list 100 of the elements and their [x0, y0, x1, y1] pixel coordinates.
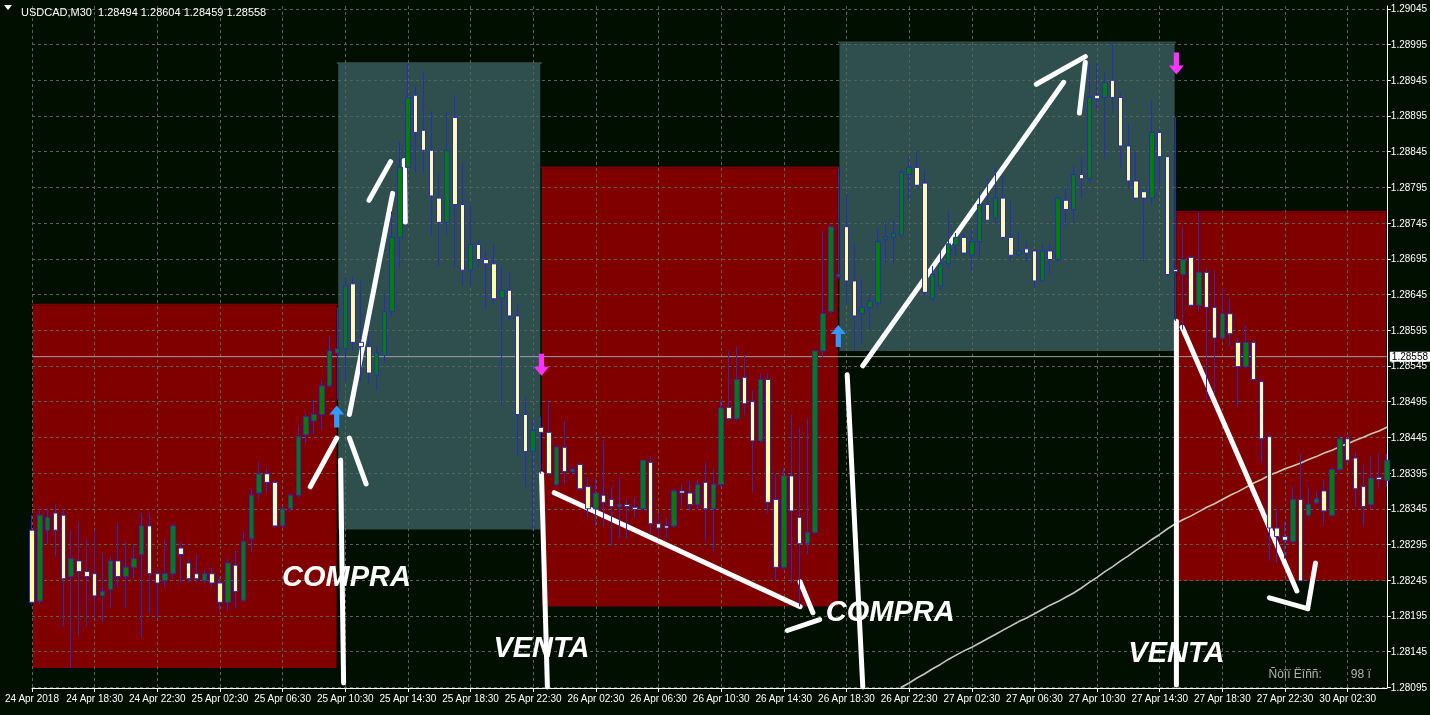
- annotation: 98 ï: [1350, 667, 1372, 682]
- y-tick-label: 1.28995: [1390, 39, 1428, 51]
- candlestick: [546, 401, 552, 477]
- x-tick-label: 27 Apr 18:30: [1194, 692, 1252, 704]
- candlestick: [382, 294, 387, 363]
- x-tick-label: 27 Apr 02:30: [943, 692, 1001, 704]
- y-tick-label: 1.28795: [1390, 181, 1428, 193]
- candlestick: [867, 294, 873, 330]
- x-tick-label: 27 Apr 14:30: [1131, 692, 1189, 704]
- candlestick: [844, 193, 849, 304]
- candlestick: [84, 538, 90, 628]
- candlestick: [750, 389, 755, 494]
- candlestick: [969, 228, 975, 271]
- candlestick: [570, 466, 575, 477]
- y-tick-label: 1.28945: [1390, 74, 1428, 86]
- candlestick: [483, 250, 489, 311]
- candlestick: [249, 488, 254, 553]
- candlestick: [1133, 151, 1139, 201]
- candlestick: [812, 350, 818, 535]
- candlestick: [938, 250, 943, 291]
- candlestick: [1165, 154, 1170, 278]
- candlestick: [1055, 195, 1061, 263]
- candlestick: [264, 466, 270, 494]
- candlestick: [1094, 62, 1100, 112]
- y-tick-label: 1.28145: [1390, 646, 1428, 658]
- candlestick: [225, 558, 231, 612]
- x-tick-label: 26 Apr 18:30: [818, 692, 876, 704]
- candlestick: [358, 280, 364, 383]
- candlestick: [687, 479, 693, 512]
- candlestick: [507, 271, 512, 322]
- y-tick-label: 1.28345: [1390, 503, 1428, 515]
- candlestick: [695, 479, 700, 510]
- candlestick: [1298, 453, 1303, 582]
- candlestick: [820, 230, 826, 359]
- candlestick: [1196, 211, 1202, 313]
- candlestick: [444, 110, 450, 236]
- candlestick: [883, 221, 888, 265]
- candlestick: [789, 413, 794, 584]
- candlestick: [1227, 298, 1233, 348]
- candlestick: [1149, 99, 1155, 206]
- candlestick: [1173, 116, 1178, 322]
- chart-title: USDCAD,M30 1.28494 1.28604 1.28459 1.28558: [21, 5, 267, 18]
- y-tick-label: 1.28845: [1390, 146, 1428, 158]
- candlestick: [985, 178, 990, 221]
- ref-line-label: 1.28558: [1391, 351, 1429, 363]
- candlestick: [805, 418, 810, 555]
- candlestick: [288, 492, 293, 512]
- candlestick: [1102, 71, 1108, 160]
- candlestick: [1337, 436, 1343, 473]
- candlestick: [139, 512, 144, 638]
- candlestick: [209, 566, 215, 588]
- candlestick: [765, 372, 771, 514]
- candlestick: [734, 346, 740, 422]
- candlestick: [993, 166, 998, 226]
- candlestick: [953, 232, 959, 256]
- x-tick-label: 24 Apr 2018: [5, 692, 60, 704]
- x-tick-label: 26 Apr 14:30: [755, 692, 813, 704]
- candlestick: [977, 193, 982, 258]
- candlestick: [758, 372, 763, 444]
- candlestick: [703, 461, 708, 543]
- candlestick: [29, 514, 35, 605]
- candlestick: [852, 243, 857, 352]
- candlestick: [648, 455, 653, 535]
- candlestick: [1243, 324, 1249, 370]
- x-tick-label: 25 Apr 18:30: [442, 692, 500, 704]
- candlestick: [1220, 287, 1225, 341]
- candlestick: [1141, 189, 1147, 263]
- candlestick: [593, 477, 599, 527]
- candlestick: [530, 418, 536, 531]
- candlestick: [1267, 433, 1272, 562]
- candlestick: [296, 424, 301, 498]
- x-tick-label: 27 Apr 10:30: [1068, 692, 1126, 704]
- x-tick-label: 26 Apr 22:30: [880, 692, 938, 704]
- candlestick: [92, 529, 97, 619]
- annotation: Ñòîï Ëîññ:: [1268, 667, 1322, 682]
- y-tick-label: 1.28895: [1390, 110, 1428, 122]
- candlestick: [45, 508, 50, 545]
- candlestick: [76, 521, 82, 636]
- x-tick-label: 25 Apr 14:30: [379, 692, 437, 704]
- candlestick: [1024, 241, 1029, 263]
- candlestick: [906, 156, 912, 201]
- candlestick: [875, 228, 881, 308]
- candlestick: [671, 488, 677, 529]
- candlestick: [1188, 254, 1194, 308]
- candlestick: [859, 278, 865, 345]
- candlestick: [429, 110, 434, 236]
- candlestick: [601, 440, 606, 527]
- candlestick: [1321, 479, 1327, 525]
- y-tick-label: 1.28445: [1390, 431, 1428, 443]
- candlestick: [162, 538, 168, 588]
- candlestick: [1032, 248, 1037, 289]
- candlestick: [178, 541, 184, 584]
- candlestick: [1040, 243, 1045, 282]
- x-tick-label: 25 Apr 22:30: [504, 692, 563, 704]
- y-tick-label: 1.28645: [1390, 289, 1428, 301]
- candlestick: [664, 516, 669, 540]
- candlestick: [217, 576, 223, 612]
- candlestick: [640, 459, 646, 512]
- candlestick: [781, 466, 787, 570]
- candlestick: [726, 350, 732, 422]
